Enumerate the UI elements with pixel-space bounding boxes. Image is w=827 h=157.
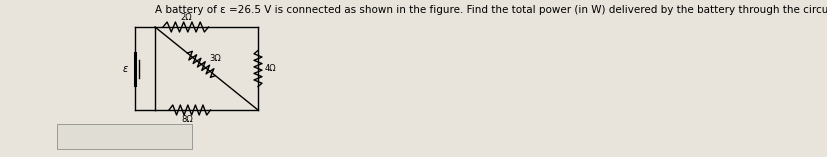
Text: 3Ω: 3Ω — [209, 54, 221, 63]
Text: $\varepsilon$: $\varepsilon$ — [122, 63, 128, 73]
Text: 2Ω: 2Ω — [179, 14, 191, 22]
Text: 4Ω: 4Ω — [264, 64, 275, 73]
FancyBboxPatch shape — [57, 124, 192, 149]
Text: 8Ω: 8Ω — [182, 116, 194, 125]
Text: A battery of ε =26.5 V is connected as shown in the figure. Find the total power: A battery of ε =26.5 V is connected as s… — [155, 5, 827, 15]
